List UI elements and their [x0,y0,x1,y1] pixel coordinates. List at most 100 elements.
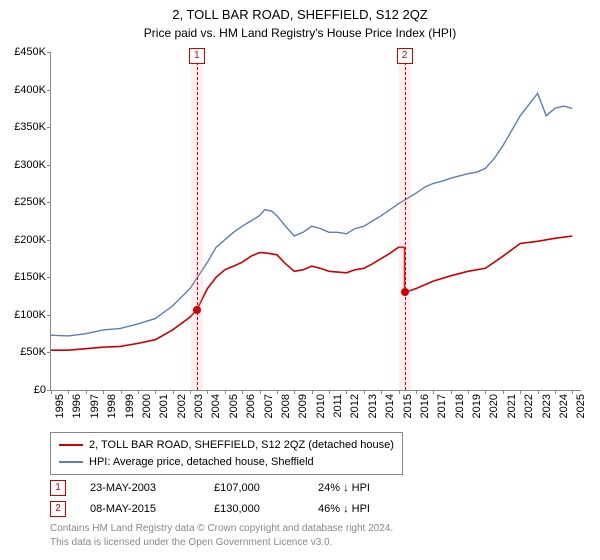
xtick-label: 2003 [193,394,205,418]
ytick-label: £150K [14,271,46,283]
xtick-label: 2005 [228,394,240,418]
line-series-svg [51,52,581,390]
xtick-label: 2022 [523,394,535,418]
legend-box: 2, TOLL BAR ROAD, SHEFFIELD, S12 2QZ (de… [50,432,403,475]
footer-line-1: Contains HM Land Registry data © Crown c… [50,522,393,536]
xtick-label: 2012 [349,394,361,418]
sale-row: 1 23-MAY-2003 £107,000 24% ↓ HPI [50,478,428,499]
xtick-label: 2024 [558,394,570,418]
ytick-label: £200K [14,234,46,246]
footer-line-2: This data is licensed under the Open Gov… [50,536,393,550]
xtick-label: 2007 [263,394,275,418]
xtick-label: 2018 [454,394,466,418]
xtick-label: 1996 [71,394,83,418]
xtick-label: 2021 [506,394,518,418]
marker-number-box: 2 [397,48,413,64]
xtick-label: 2025 [575,394,587,418]
marker-line [197,52,198,390]
xtick-mark [138,390,139,394]
xtick-mark [207,390,208,394]
xtick-mark [103,390,104,394]
xtick-mark [260,390,261,394]
ytick-mark [47,90,51,91]
xtick-label: 2004 [210,394,222,418]
chart-area: 12 £0£50K£100K£150K£200K£250K£300K£350K£… [50,52,580,390]
sale-number-box: 1 [50,480,66,496]
xtick-mark [277,390,278,394]
chart-title: 2, TOLL BAR ROAD, SHEFFIELD, S12 2QZ [0,0,600,24]
sale-date: 23-MAY-2003 [90,478,190,499]
ytick-label: £300K [14,159,46,171]
ytick-mark [47,315,51,316]
legend-swatch [59,461,83,463]
sale-date: 08-MAY-2015 [90,499,190,520]
xtick-label: 2020 [488,394,500,418]
xtick-mark [364,390,365,394]
xtick-mark [399,390,400,394]
sale-delta: 46% ↓ HPI [318,499,428,520]
xtick-mark [121,390,122,394]
xtick-mark [451,390,452,394]
xtick-label: 2016 [419,394,431,418]
xtick-label: 1997 [89,394,101,418]
xtick-mark [433,390,434,394]
chart-container: 2, TOLL BAR ROAD, SHEFFIELD, S12 2QZ Pri… [0,0,600,560]
legend-item: HPI: Average price, detached house, Shef… [59,454,394,471]
xtick-mark [190,390,191,394]
xtick-mark [572,390,573,394]
ytick-label: £400K [14,84,46,96]
xtick-mark [503,390,504,394]
xtick-mark [346,390,347,394]
legend-item: 2, TOLL BAR ROAD, SHEFFIELD, S12 2QZ (de… [59,437,394,454]
xtick-label: 1999 [124,394,136,418]
ytick-mark [47,127,51,128]
series-hpi [51,93,572,336]
sale-row: 2 08-MAY-2015 £130,000 46% ↓ HPI [50,499,428,520]
xtick-label: 2001 [158,394,170,418]
marker-number-box: 1 [189,48,205,64]
xtick-mark [242,390,243,394]
sale-price: £107,000 [214,478,294,499]
xtick-mark [51,390,52,394]
chart-subtitle: Price paid vs. HM Land Registry's House … [0,24,600,40]
sales-table: 1 23-MAY-2003 £107,000 24% ↓ HPI 2 08-MAY-201… [50,478,428,520]
xtick-label: 2002 [176,394,188,418]
ytick-label: £250K [14,196,46,208]
legend-label: 2, TOLL BAR ROAD, SHEFFIELD, S12 2QZ (de… [89,437,394,454]
legend-label: HPI: Average price, detached house, Shef… [89,454,314,471]
sale-point-dot [401,288,409,296]
sale-number-box: 2 [50,501,66,517]
xtick-mark [485,390,486,394]
xtick-label: 2000 [141,394,153,418]
xtick-label: 2023 [541,394,553,418]
xtick-mark [173,390,174,394]
xtick-mark [294,390,295,394]
ytick-mark [47,202,51,203]
xtick-mark [155,390,156,394]
legend-swatch [59,444,83,446]
xtick-mark [86,390,87,394]
ytick-label: £350K [14,121,46,133]
xtick-mark [416,390,417,394]
ytick-mark [47,165,51,166]
xtick-mark [468,390,469,394]
plot-region: 12 [50,52,581,391]
sale-price: £130,000 [214,499,294,520]
xtick-mark [520,390,521,394]
sale-point-dot [193,306,201,314]
series-property [51,236,572,350]
ytick-mark [47,52,51,53]
xtick-label: 2017 [436,394,448,418]
xtick-label: 2013 [367,394,379,418]
ytick-label: £0 [34,384,46,396]
xtick-label: 1998 [106,394,118,418]
xtick-label: 2008 [280,394,292,418]
xtick-mark [312,390,313,394]
ytick-mark [47,277,51,278]
ytick-label: £450K [14,46,46,58]
marker-line [405,52,406,390]
sale-delta: 24% ↓ HPI [318,478,428,499]
xtick-label: 2019 [471,394,483,418]
xtick-label: 2006 [245,394,257,418]
xtick-label: 2015 [402,394,414,418]
